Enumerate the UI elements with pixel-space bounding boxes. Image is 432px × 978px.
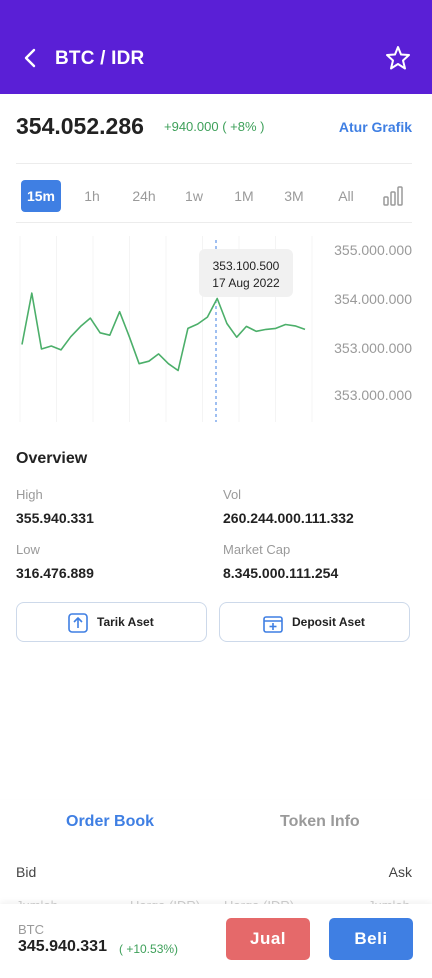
price-summary: 354.052.286 +940.000 ( +8% ) Atur Grafik bbox=[0, 94, 432, 162]
back-arrow-icon[interactable] bbox=[18, 44, 42, 72]
tarik-aset-label: Tarik Aset bbox=[97, 615, 154, 629]
y-tick-label: 355.000.000 bbox=[334, 242, 412, 258]
deposit-aset-button[interactable]: Deposit Aset bbox=[219, 602, 410, 642]
buy-button[interactable]: Beli bbox=[329, 918, 413, 960]
price-change: +940.000 ( +8% ) bbox=[164, 119, 265, 134]
divider bbox=[16, 222, 412, 223]
deposit-aset-label: Deposit Aset bbox=[292, 615, 365, 629]
bottom-tabs: Order Book Token Info bbox=[0, 800, 432, 846]
tooltip-value: 353.100.500 bbox=[212, 259, 280, 273]
high-label: High bbox=[16, 487, 43, 502]
order-book-header: Bid Ask Jumlah Harga (IDR) Harga (IDR) J… bbox=[0, 846, 432, 913]
current-price: 354.052.286 bbox=[16, 113, 144, 139]
atur-grafik-link[interactable]: Atur Grafik bbox=[338, 119, 412, 135]
sell-button[interactable]: Jual bbox=[226, 918, 310, 960]
divider bbox=[16, 163, 412, 164]
y-tick-label: 354.000.000 bbox=[334, 291, 412, 307]
y-tick-label: 353.000.000 bbox=[334, 387, 412, 403]
vol-label: Vol bbox=[223, 487, 242, 502]
timeframe-selector: 15m 1h 24h 1w 1M 3M All bbox=[16, 178, 412, 216]
deposit-box-icon bbox=[263, 616, 283, 633]
overview-title: Overview bbox=[16, 450, 88, 467]
favorite-star-icon[interactable] bbox=[384, 44, 412, 72]
market-cap-label: Market Cap bbox=[223, 542, 291, 557]
timeframe-15m[interactable]: 15m bbox=[21, 180, 61, 212]
trade-bottom-bar: BTC 345.940.331 ( +10.53%) Jual Beli bbox=[0, 904, 432, 978]
ask-label: Ask bbox=[388, 864, 412, 880]
tab-token-info[interactable]: Token Info bbox=[280, 813, 360, 830]
app-header: BTC / IDR bbox=[0, 0, 432, 94]
tarik-aset-button[interactable]: Tarik Aset bbox=[16, 602, 207, 642]
price-series-line bbox=[21, 292, 306, 372]
tooltip-date: 17 Aug 2022 bbox=[212, 276, 280, 290]
timeframe-1w[interactable]: 1w bbox=[185, 188, 203, 204]
timeframe-all[interactable]: All bbox=[338, 188, 354, 204]
vol-value: 260.244.000.111.332 bbox=[223, 510, 354, 526]
timeframe-3M[interactable]: 3M bbox=[284, 188, 304, 204]
asset-price: 345.940.331 bbox=[18, 938, 107, 955]
timeframe-1M[interactable]: 1M bbox=[234, 188, 254, 204]
chart-type-bars-icon[interactable] bbox=[382, 183, 408, 207]
low-label: Low bbox=[16, 542, 40, 557]
asset-change: ( +10.53%) bbox=[119, 942, 179, 956]
low-value: 316.476.889 bbox=[16, 565, 94, 581]
pair-title: BTC / IDR bbox=[55, 48, 145, 69]
tab-order-book[interactable]: Order Book bbox=[66, 813, 155, 830]
market-cap-value: 8.345.000.111.254 bbox=[223, 565, 339, 581]
high-value: 355.940.331 bbox=[16, 510, 94, 526]
asset-label: BTC bbox=[18, 922, 44, 937]
bid-label: Bid bbox=[16, 864, 37, 880]
withdraw-upload-icon bbox=[68, 613, 88, 633]
timeframe-1h[interactable]: 1h bbox=[84, 188, 100, 204]
chart-tooltip: 353.100.500 17 Aug 2022 bbox=[199, 249, 293, 297]
y-tick-label: 353.000.000 bbox=[334, 340, 412, 356]
timeframe-24h[interactable]: 24h bbox=[132, 188, 156, 204]
